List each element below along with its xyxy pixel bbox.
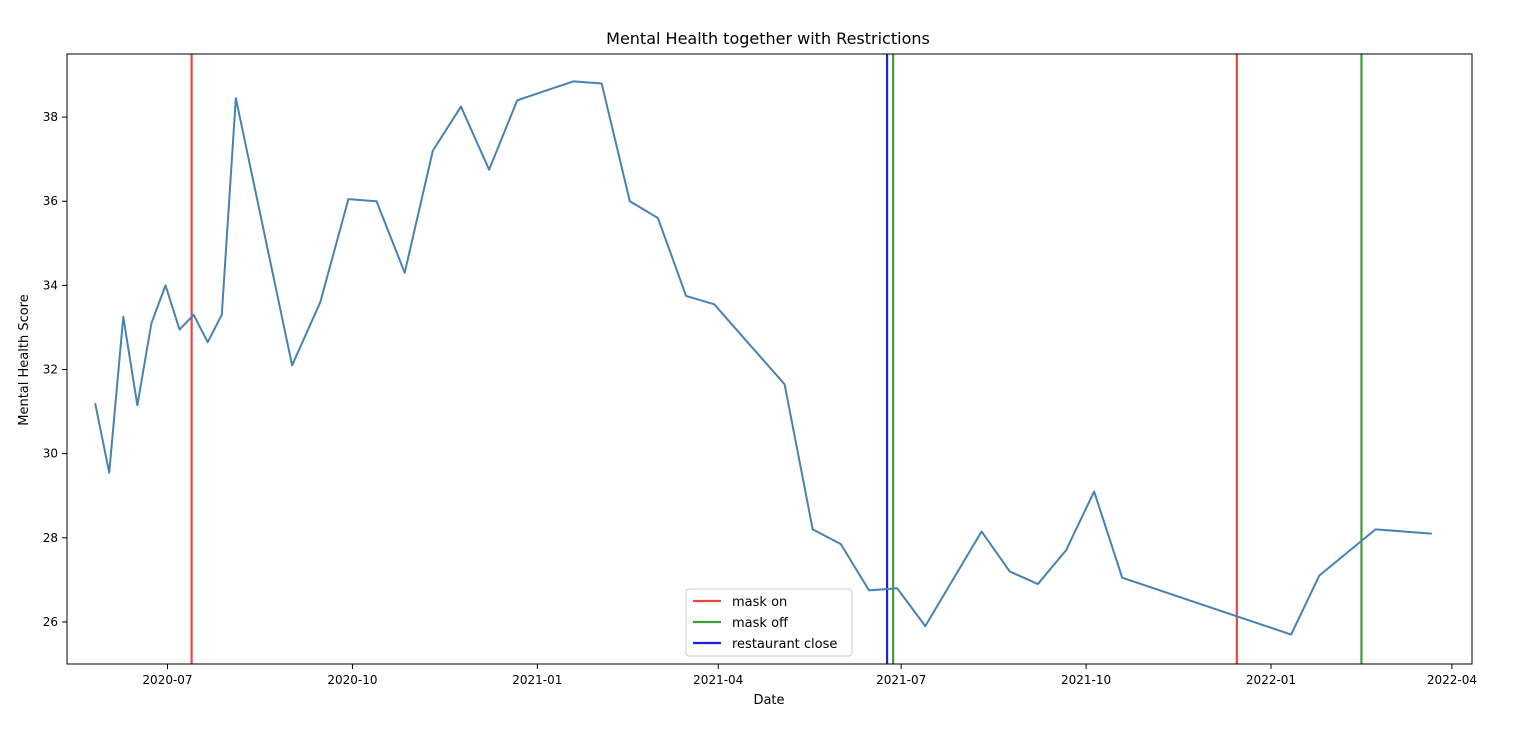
y-tick-label: 26 — [43, 615, 58, 629]
y-tick-label: 34 — [43, 278, 58, 292]
x-axis-label: Date — [753, 693, 784, 708]
y-tick-label: 28 — [43, 531, 58, 545]
x-tick-label: 2022-01 — [1246, 673, 1296, 687]
plot-area — [66, 53, 1473, 665]
series-line — [94, 80, 1432, 636]
x-tick-label: 2021-04 — [693, 673, 743, 687]
y-axis-label: Mental Health Score — [17, 294, 32, 426]
series-layer — [94, 80, 1432, 636]
chart-title: Mental Health together with Restrictions — [606, 29, 930, 48]
x-tick-label: 2022-04 — [1427, 673, 1477, 687]
x-tick-label: 2021-07 — [876, 673, 926, 687]
x-tick-label: 2020-10 — [327, 673, 377, 687]
plot-border — [66, 53, 1473, 665]
legend-label: restaurant close — [732, 637, 837, 652]
restriction-lines — [190, 54, 1363, 664]
legend-label: mask off — [732, 616, 789, 631]
x-tick-label: 2020-07 — [142, 673, 192, 687]
y-tick-label: 36 — [43, 194, 58, 208]
legend-label: mask on — [732, 595, 787, 610]
x-axis: 2020-07 2020-10 2021-01 2021-04 2021-07 2021-… — [142, 664, 1477, 687]
plot-frame — [67, 54, 1472, 664]
y-tick-label: 38 — [43, 110, 58, 124]
y-axis: 26 28 30 32 34 36 38 — [43, 110, 67, 629]
legend: mask on mask off restaurant close — [685, 588, 853, 657]
legend-box — [685, 588, 853, 657]
y-tick-label: 32 — [43, 363, 58, 377]
x-tick-label: 2021-01 — [512, 673, 562, 687]
y-tick-label: 30 — [43, 447, 58, 461]
x-tick-label: 2021-10 — [1061, 673, 1111, 687]
